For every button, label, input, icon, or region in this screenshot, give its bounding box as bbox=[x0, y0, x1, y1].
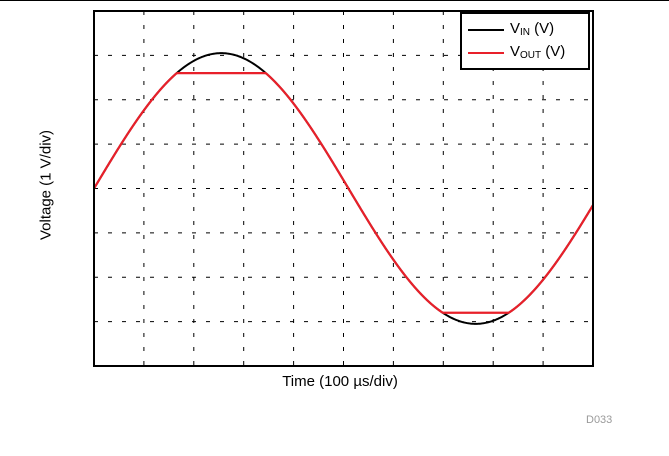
legend-swatch-vout bbox=[468, 52, 504, 54]
grid bbox=[94, 11, 593, 366]
series-line-vin bbox=[93, 52, 594, 325]
legend-label-vin: VIN (V) bbox=[510, 20, 555, 38]
legend-item-vin: VIN (V) bbox=[468, 20, 588, 40]
legend-label-vout: VOUT (V) bbox=[510, 43, 566, 61]
series-layer bbox=[93, 52, 594, 325]
top-rule bbox=[0, 0, 669, 1]
figure-id: D033 bbox=[586, 414, 613, 426]
series-line-vout bbox=[93, 72, 594, 314]
legend: VIN (V) VOUT (V) bbox=[460, 12, 590, 70]
legend-swatch-vin bbox=[468, 29, 504, 31]
legend-item-vout: VOUT (V) bbox=[468, 43, 588, 63]
x-axis-label: Time (100 µs/div) bbox=[282, 373, 398, 390]
plot-frame bbox=[93, 10, 594, 367]
